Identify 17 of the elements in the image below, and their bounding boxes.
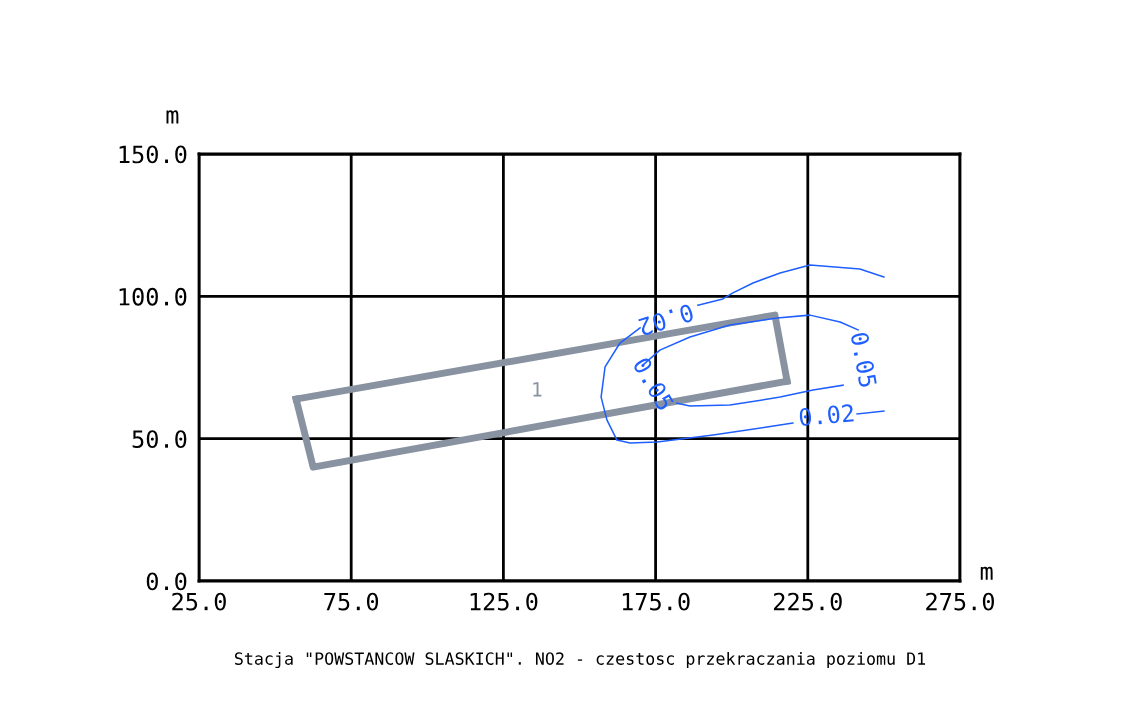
x-tick-label: 75.0: [324, 592, 379, 611]
y-tick-label: 150.0: [119, 145, 187, 164]
annotation: 1: [533, 382, 542, 397]
x-tick-label: 275.0: [926, 592, 995, 611]
y-tick-label: 50.0: [132, 430, 187, 449]
x-tick-label: 175.0: [622, 592, 690, 611]
text: Stacja "POWSTANCOW SLASKICH". NO2 - czestosc przekraczania poziomu D1: [234, 651, 926, 669]
y-tick-label: 100.0: [119, 287, 187, 306]
x-tick-label: 125.0: [470, 592, 538, 611]
x-tick-label: 225.0: [774, 592, 842, 611]
x-axis-title: m: [980, 566, 993, 580]
annotation: 0.05: [850, 331, 878, 388]
annotation: 0.02: [638, 303, 695, 337]
y-tick-label: 0.0: [146, 572, 187, 591]
x-tick-label: 25.0: [172, 592, 226, 611]
y-axis-title: m: [166, 110, 179, 124]
annotation: 0.02: [799, 403, 854, 427]
